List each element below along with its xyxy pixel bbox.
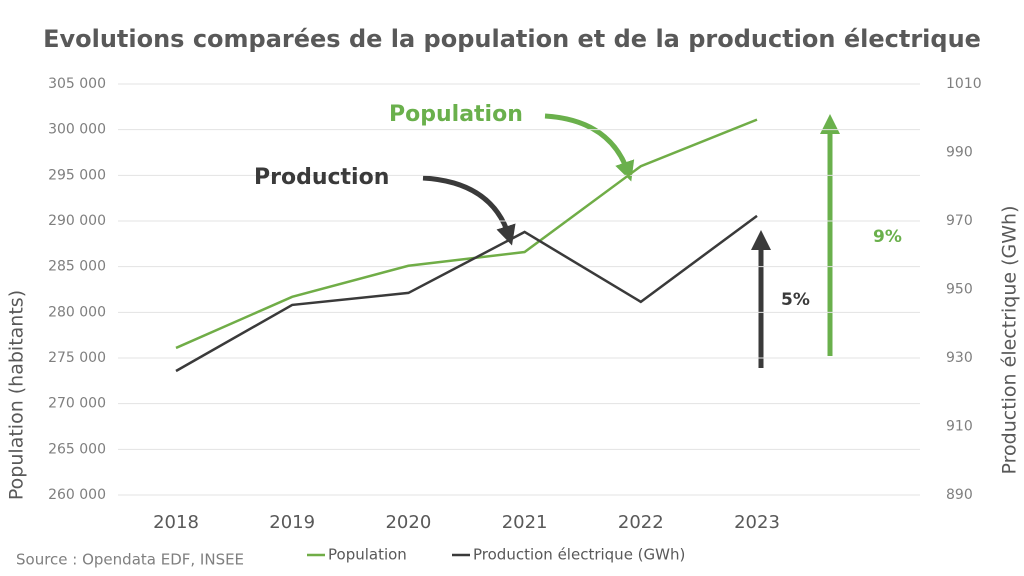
y-tick-label: 270 000 bbox=[48, 396, 106, 412]
y-axis-title: Population (habitants) bbox=[6, 290, 28, 500]
annotation-arrow bbox=[544, 113, 635, 182]
annotation: 5% bbox=[781, 290, 810, 310]
legend-label: Population bbox=[328, 546, 407, 564]
y-tick-label: 280 000 bbox=[48, 304, 106, 320]
y-tick-label: 265 000 bbox=[48, 441, 106, 457]
series-line bbox=[175, 118, 758, 350]
y2-tick-label: 1010 bbox=[946, 76, 982, 92]
x-tick-label: 2018 bbox=[153, 512, 199, 533]
y2-tick-label: 950 bbox=[946, 282, 973, 298]
x-tick-label: 2020 bbox=[385, 512, 431, 533]
annotation: Production bbox=[254, 165, 389, 190]
y2-tick-label: 890 bbox=[946, 487, 973, 503]
chart-title: Evolutions comparées de la population et… bbox=[43, 25, 981, 53]
y2-tick-label: 990 bbox=[946, 145, 973, 161]
y-tick-label: 260 000 bbox=[48, 487, 106, 503]
x-tick-label: 2019 bbox=[269, 512, 315, 533]
y-tick-label: 275 000 bbox=[48, 350, 106, 366]
legend-label: Production électrique (GWh) bbox=[473, 546, 685, 564]
source: Source : Opendata EDF, INSEE bbox=[16, 551, 244, 569]
y2-tick-label: 970 bbox=[946, 213, 973, 229]
x-tick-label: 2023 bbox=[734, 512, 780, 533]
y2-tick-label: 930 bbox=[946, 350, 973, 366]
y-tick-label: 295 000 bbox=[48, 167, 106, 183]
annotation: Population bbox=[389, 102, 523, 127]
annotation: 9% bbox=[873, 227, 902, 247]
y-tick-label: 290 000 bbox=[48, 213, 106, 229]
y2-axis-title: Production électrique (GWh) bbox=[999, 206, 1021, 475]
annotation-arrow bbox=[422, 175, 516, 246]
y-tick-label: 300 000 bbox=[48, 122, 106, 138]
series-line bbox=[175, 214, 758, 373]
y-tick-label: 285 000 bbox=[48, 259, 106, 275]
y-tick-label: 305 000 bbox=[48, 76, 106, 92]
x-tick-label: 2021 bbox=[502, 512, 548, 533]
y2-tick-label: 910 bbox=[946, 419, 973, 435]
x-tick-label: 2022 bbox=[618, 512, 664, 533]
